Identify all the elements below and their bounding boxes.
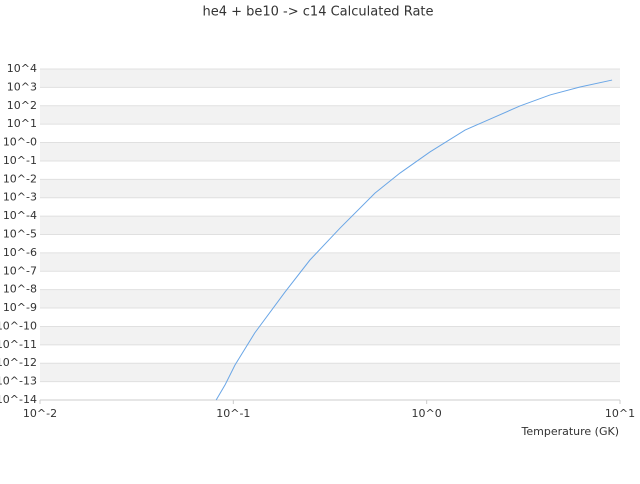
y-tick-label: 10^-14 (0, 393, 37, 406)
grid-band (40, 252, 620, 272)
y-tick-label: 10^-1 (3, 154, 37, 167)
data-line (215, 79, 613, 401)
grid-band (40, 289, 620, 309)
grid-band (40, 179, 620, 198)
grid-band (40, 363, 620, 382)
y-tick-label: 10^-5 (3, 228, 37, 241)
x-tick-label: 10^1 (605, 407, 635, 420)
y-tick-label: 10^-3 (3, 191, 37, 204)
y-tick-label: 10^3 (7, 80, 37, 93)
grid-band (40, 142, 620, 161)
y-tick-label: 10^-0 (3, 136, 37, 149)
y-tick-label: 10^-8 (3, 283, 37, 296)
y-tick-label: 10^-10 (0, 319, 37, 332)
grid-band (40, 326, 620, 345)
y-tick-label: 10^4 (7, 62, 37, 75)
x-tick-label: 10^-2 (23, 407, 57, 420)
y-tick-label: 10^-13 (0, 375, 37, 388)
y-tick-label: 10^-4 (3, 209, 37, 222)
chart-title: he4 + be10 -> c14 Calculated Rate (202, 5, 433, 20)
y-tick-label: 10^-9 (3, 301, 37, 314)
x-tick-label: 10^0 (412, 407, 442, 420)
y-tick-label: 10^-7 (3, 264, 37, 277)
y-tick-label: 10^1 (7, 117, 37, 130)
y-tick-label: 10^-12 (0, 356, 37, 369)
grid-band (40, 69, 620, 88)
grid-band (40, 216, 620, 235)
x-axis-label: Temperature (GK) (521, 425, 620, 438)
x-tick-label: 10^-1 (216, 407, 250, 420)
grid-band (40, 105, 620, 125)
y-tick-label: 10^-11 (0, 338, 37, 351)
y-tick-label: 10^-2 (3, 172, 37, 185)
y-tick-label: 10^2 (7, 99, 37, 112)
y-tick-label: 10^-6 (3, 246, 37, 259)
